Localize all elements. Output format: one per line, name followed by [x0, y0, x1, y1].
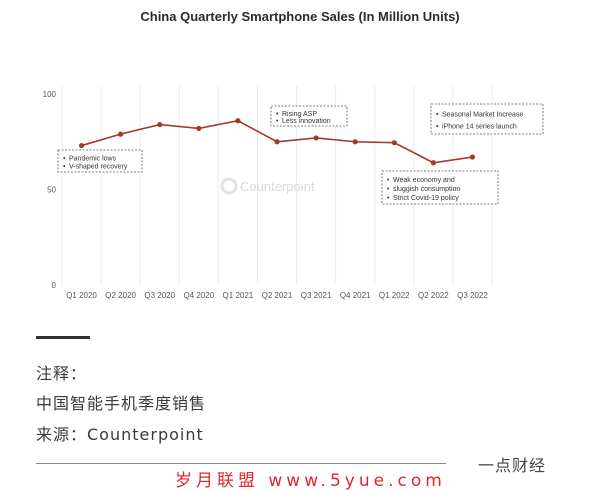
watermark-label: Counterpoint — [240, 179, 315, 194]
annotations: • Pandemic lows• V-shaped recovery• Rising … — [57, 103, 544, 205]
annotation-text: Weak economy and — [393, 177, 455, 184]
separator-short — [36, 336, 90, 339]
x-tick-label: Q4 2021 — [340, 291, 371, 300]
site-watermark: 岁月联盟 www.5yue.com — [175, 471, 446, 491]
series-sales — [78, 118, 476, 166]
annotation-text: iPhone 14 series launch — [442, 124, 517, 131]
y-tick-label: 50 — [47, 186, 56, 195]
notes-source: 来源：Counterpoint — [36, 425, 204, 444]
x-tick-label: Q1 2021 — [223, 291, 254, 300]
annotation-box — [381, 170, 499, 205]
chart-watermark: Counterpoint — [220, 177, 315, 195]
annotation-bullet: • — [63, 164, 66, 171]
data-point — [118, 131, 124, 137]
counterpoint-logo-icon — [220, 177, 238, 195]
annotation-text: Less innovation — [282, 118, 331, 125]
notes-label: 注释： — [36, 364, 88, 383]
data-point — [430, 160, 436, 166]
chart-title: China Quarterly Smartphone Sales (In Mil… — [140, 9, 459, 24]
x-tick-label: Q1 2022 — [379, 291, 410, 300]
annotation-bullet: • — [387, 186, 390, 193]
footer-brand: 一点财经 — [478, 456, 547, 475]
x-tick-label: Q3 2022 — [457, 291, 488, 300]
annotation-bullet: • — [436, 112, 439, 119]
annotation-bullet: • — [436, 124, 439, 131]
data-point — [352, 139, 358, 145]
annotation-bullet: • — [276, 111, 279, 118]
annotation-bullet: • — [387, 177, 390, 184]
data-point — [235, 118, 241, 124]
data-point — [196, 125, 202, 131]
axes: 0 50 100 Q1 2020 Q2 2020 Q3 2020 Q4 2020 Q1 202… — [43, 90, 489, 300]
annotation-text: Strict Covid-19 policy — [393, 195, 459, 202]
y-tick-label: 0 — [52, 281, 57, 290]
x-tick-label: Q2 2021 — [262, 291, 293, 300]
y-tick-label: 100 — [43, 90, 57, 99]
x-tick-label: Q2 2022 — [418, 291, 449, 300]
annotation-bullet: • — [63, 156, 66, 163]
data-point — [274, 139, 280, 145]
data-point — [78, 142, 85, 149]
annotation-box — [430, 103, 544, 135]
annotation-bullet: • — [276, 118, 279, 125]
notes-description: 中国智能手机季度销售 — [36, 394, 207, 413]
annotation-box — [57, 149, 143, 173]
footer-divider — [36, 463, 446, 464]
data-point — [313, 135, 319, 141]
x-tick-label: Q3 2020 — [144, 291, 175, 300]
annotation-bullet: • — [387, 195, 390, 202]
annotation-text: Pandemic lows — [69, 156, 117, 163]
annotation-text: sluggish consumption — [393, 186, 460, 193]
x-tick-label: Q3 2021 — [301, 291, 332, 300]
x-tick-label: Q4 2020 — [183, 291, 214, 300]
annotation-box — [270, 105, 348, 127]
data-point — [157, 121, 163, 128]
x-tick-label: Q1 2020 — [66, 291, 97, 300]
annotation-text: V-shaped recovery — [69, 164, 128, 171]
data-point — [391, 140, 397, 146]
x-tick-label: Q2 2020 — [105, 291, 136, 300]
data-point — [469, 154, 476, 160]
annotation-text: Seasonal Market Increase — [442, 112, 523, 119]
chart: China Quarterly Smartphone Sales (In Mil… — [43, 9, 544, 300]
annotation-text: Rising ASP — [282, 111, 317, 118]
